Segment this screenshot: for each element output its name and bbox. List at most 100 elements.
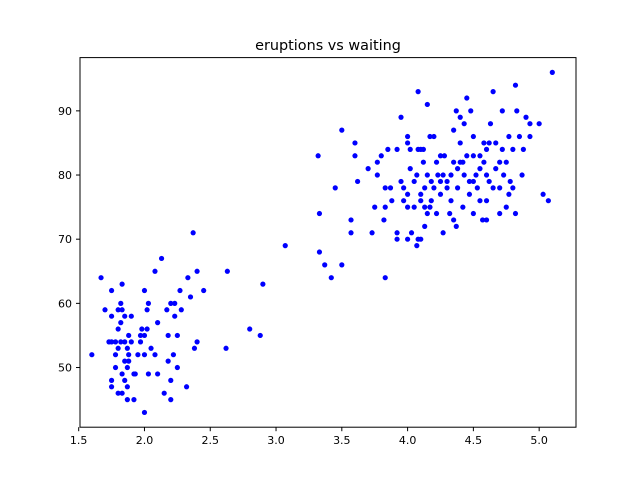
data-point — [124, 345, 130, 351]
data-point — [126, 352, 132, 358]
data-point — [519, 172, 525, 178]
data-point — [497, 159, 503, 165]
data-point — [89, 352, 95, 358]
data-point — [115, 390, 121, 396]
data-point — [451, 127, 457, 133]
data-point — [119, 281, 125, 287]
data-point — [499, 108, 505, 114]
data-point — [461, 172, 467, 178]
data-point — [483, 198, 490, 204]
data-point — [165, 358, 171, 364]
data-point — [118, 339, 124, 345]
data-point — [122, 358, 128, 364]
data-point — [422, 223, 428, 229]
data-point — [148, 345, 154, 351]
data-point — [510, 185, 516, 191]
data-point — [437, 153, 444, 159]
data-point — [352, 140, 358, 146]
data-point — [453, 108, 459, 114]
data-point — [424, 172, 430, 178]
data-point — [503, 159, 509, 165]
data-point — [137, 339, 144, 345]
data-point — [112, 339, 119, 345]
data-point — [464, 153, 470, 159]
data-point — [115, 326, 121, 332]
data-point — [164, 307, 170, 313]
data-point — [431, 185, 437, 191]
data-point — [168, 300, 174, 306]
data-point — [420, 159, 426, 165]
data-point — [405, 236, 411, 242]
data-point — [369, 230, 375, 236]
data-point — [490, 89, 496, 95]
data-point — [183, 384, 190, 390]
data-point — [473, 172, 479, 178]
data-point — [483, 172, 490, 178]
data-point — [131, 397, 137, 403]
data-point — [405, 191, 411, 197]
x-tick-label: 1.5 — [70, 434, 88, 447]
data-point — [483, 146, 490, 152]
data-point — [527, 133, 533, 140]
chart-title: eruptions vs waiting — [255, 38, 401, 54]
data-point — [468, 108, 474, 114]
data-point — [332, 185, 338, 191]
data-point — [512, 210, 519, 217]
data-point — [122, 377, 128, 383]
data-point — [118, 320, 124, 326]
data-point — [398, 178, 404, 185]
data-point — [115, 345, 121, 351]
data-point — [201, 287, 207, 294]
data-point — [527, 121, 533, 127]
data-point — [352, 153, 358, 159]
data-point — [145, 371, 152, 377]
data-point — [435, 172, 441, 178]
data-point — [487, 121, 494, 127]
data-point — [444, 178, 450, 185]
data-point — [168, 397, 174, 403]
data-point — [161, 390, 167, 396]
data-point — [512, 82, 519, 88]
data-point — [126, 332, 132, 339]
data-point — [126, 358, 132, 364]
data-point — [501, 172, 507, 178]
x-tick-label: 5.0 — [530, 434, 548, 447]
data-point — [139, 326, 145, 332]
data-point — [418, 198, 424, 204]
data-point — [122, 339, 128, 345]
data-point — [190, 230, 196, 236]
data-point — [408, 230, 415, 236]
data-point — [328, 275, 334, 281]
data-point — [382, 275, 388, 281]
data-point — [132, 371, 138, 377]
y-tick-label: 50 — [58, 362, 72, 375]
data-point — [115, 307, 121, 313]
data-point — [428, 178, 434, 185]
data-point — [108, 313, 115, 319]
data-point — [454, 185, 461, 191]
data-point — [322, 262, 328, 268]
data-point — [119, 371, 125, 377]
data-point — [481, 159, 487, 165]
data-point — [174, 364, 180, 371]
data-point — [387, 185, 394, 191]
data-point — [223, 345, 229, 351]
data-point — [493, 166, 499, 172]
data-point — [224, 268, 230, 274]
data-points — [89, 69, 555, 416]
data-point — [316, 210, 323, 217]
data-point — [466, 178, 473, 185]
data-point — [464, 95, 470, 101]
data-point — [486, 140, 492, 146]
data-point — [477, 166, 483, 172]
data-point — [144, 307, 150, 313]
data-point — [520, 146, 526, 152]
data-point — [431, 133, 437, 140]
data-point — [135, 352, 141, 358]
data-point — [549, 69, 555, 75]
data-point — [405, 140, 411, 146]
data-point — [98, 275, 104, 281]
data-point — [497, 210, 503, 217]
data-point — [257, 332, 263, 339]
